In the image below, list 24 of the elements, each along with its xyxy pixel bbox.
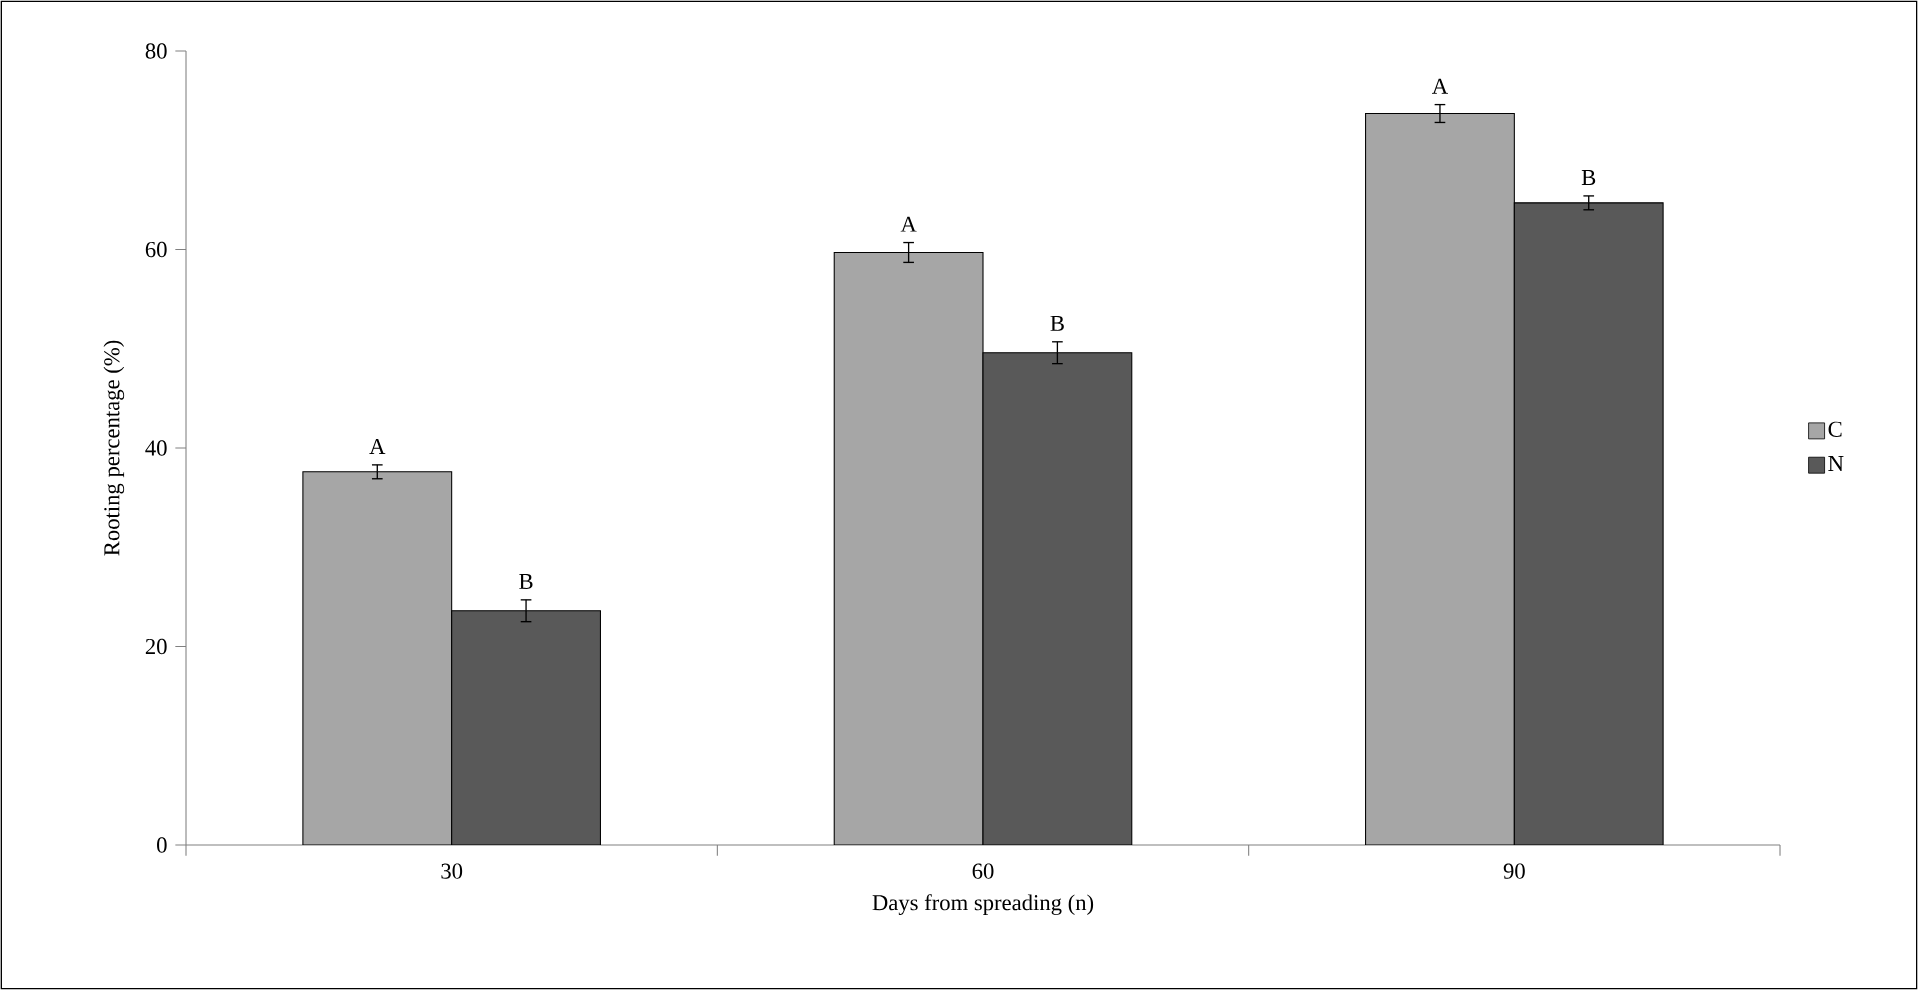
x-tick-label: 30 xyxy=(441,863,463,879)
y-axis-title: Rooting percentage (%) xyxy=(103,340,125,556)
bar xyxy=(833,251,984,845)
legend-label: N xyxy=(1828,456,1844,471)
bar xyxy=(1365,112,1515,845)
x-tick-label: 90 xyxy=(1503,863,1525,879)
annotation: A xyxy=(369,438,386,454)
bar xyxy=(302,471,453,845)
annotation: A xyxy=(1432,78,1448,94)
bar xyxy=(982,352,1133,845)
y-tick-label: 80 xyxy=(145,43,167,59)
bar xyxy=(451,610,601,845)
y-tick-label: 20 xyxy=(145,638,167,655)
y-tick-label: 60 xyxy=(145,241,167,258)
y-tick-label: 0 xyxy=(157,837,167,853)
x-axis-title: Days from spreading (n) xyxy=(872,894,1094,916)
x-tick-label: 60 xyxy=(972,863,994,879)
annotation: B xyxy=(1581,170,1596,185)
annotation: B xyxy=(519,574,533,589)
legend-label: C xyxy=(1828,421,1842,437)
bar xyxy=(1513,202,1664,845)
annotation: A xyxy=(900,216,917,232)
y-tick-label: 40 xyxy=(145,440,167,456)
annotation: B xyxy=(1050,315,1064,331)
